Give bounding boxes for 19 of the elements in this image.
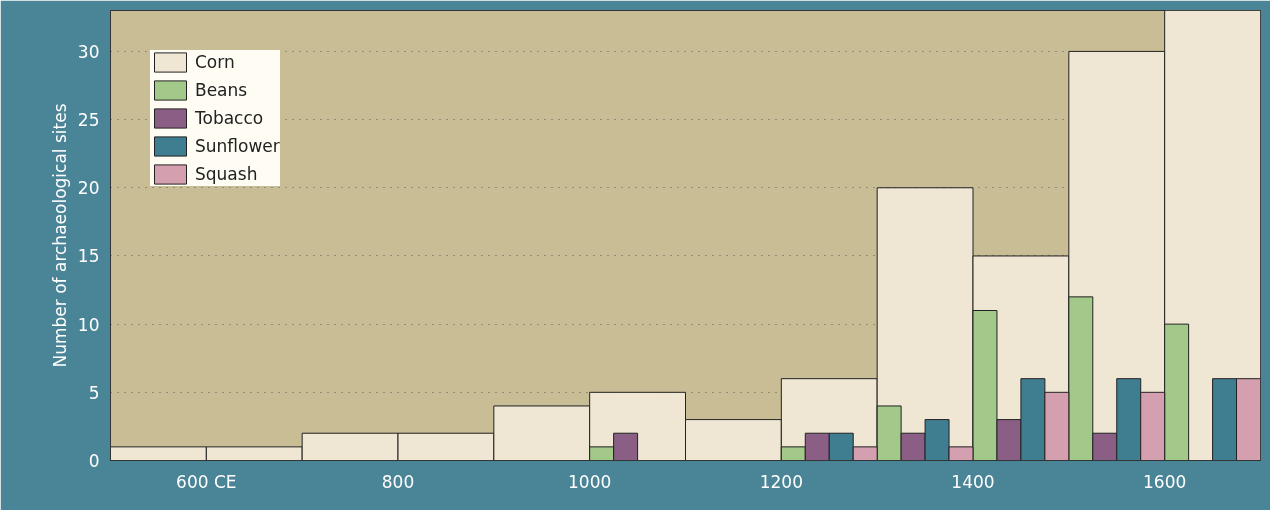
- x-tick-label: 600 CE: [176, 471, 237, 492]
- x-tick-label: 1400: [951, 471, 995, 492]
- y-tick-label: 15: [77, 246, 100, 267]
- legend-label: Beans: [195, 80, 248, 100]
- y-tick-label: 5: [88, 382, 100, 403]
- x-tick-label: 1000: [568, 471, 612, 492]
- y-tick-label: 25: [77, 110, 100, 131]
- y-tick-label: 10: [77, 314, 100, 335]
- y-tick-label: 30: [77, 41, 100, 62]
- x-tick-label: 800: [381, 471, 415, 492]
- legend-label: Sunflower: [195, 136, 280, 156]
- legend-label: Tobacco: [195, 108, 264, 128]
- y-axis-title: Number of archaeological sites: [49, 103, 70, 368]
- legend-label: Corn: [195, 52, 235, 72]
- x-tick-label: 1200: [759, 471, 803, 492]
- y-tick-label: 0: [88, 451, 100, 471]
- x-tick-label: 1600: [1143, 471, 1187, 492]
- legend-label: Squash: [195, 164, 258, 184]
- y-tick-label: 20: [77, 178, 100, 199]
